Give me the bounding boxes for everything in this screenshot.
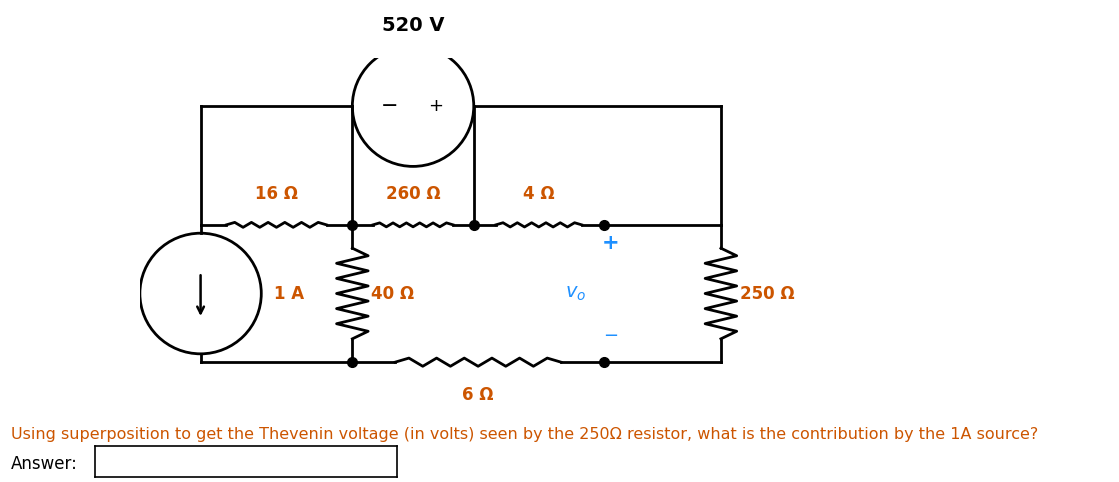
Text: −: −	[382, 96, 398, 116]
Text: Using superposition to get the Thevenin voltage (in volts) seen by the 250Ω resi: Using superposition to get the Thevenin …	[11, 427, 1038, 442]
Text: 520 V: 520 V	[382, 15, 444, 35]
Text: −: −	[603, 327, 619, 345]
Text: 260 Ω: 260 Ω	[386, 185, 441, 202]
Text: 40 Ω: 40 Ω	[372, 284, 414, 303]
Text: $v_o$: $v_o$	[565, 284, 586, 303]
Text: 16 Ω: 16 Ω	[255, 185, 298, 202]
Text: 6 Ω: 6 Ω	[462, 386, 493, 404]
Text: 4 Ω: 4 Ω	[523, 185, 555, 202]
Text: 250 Ω: 250 Ω	[740, 284, 794, 303]
Text: 1 A: 1 A	[274, 284, 304, 303]
Text: +: +	[429, 97, 443, 115]
Text: +: +	[602, 233, 620, 254]
Text: Answer:: Answer:	[11, 455, 78, 473]
